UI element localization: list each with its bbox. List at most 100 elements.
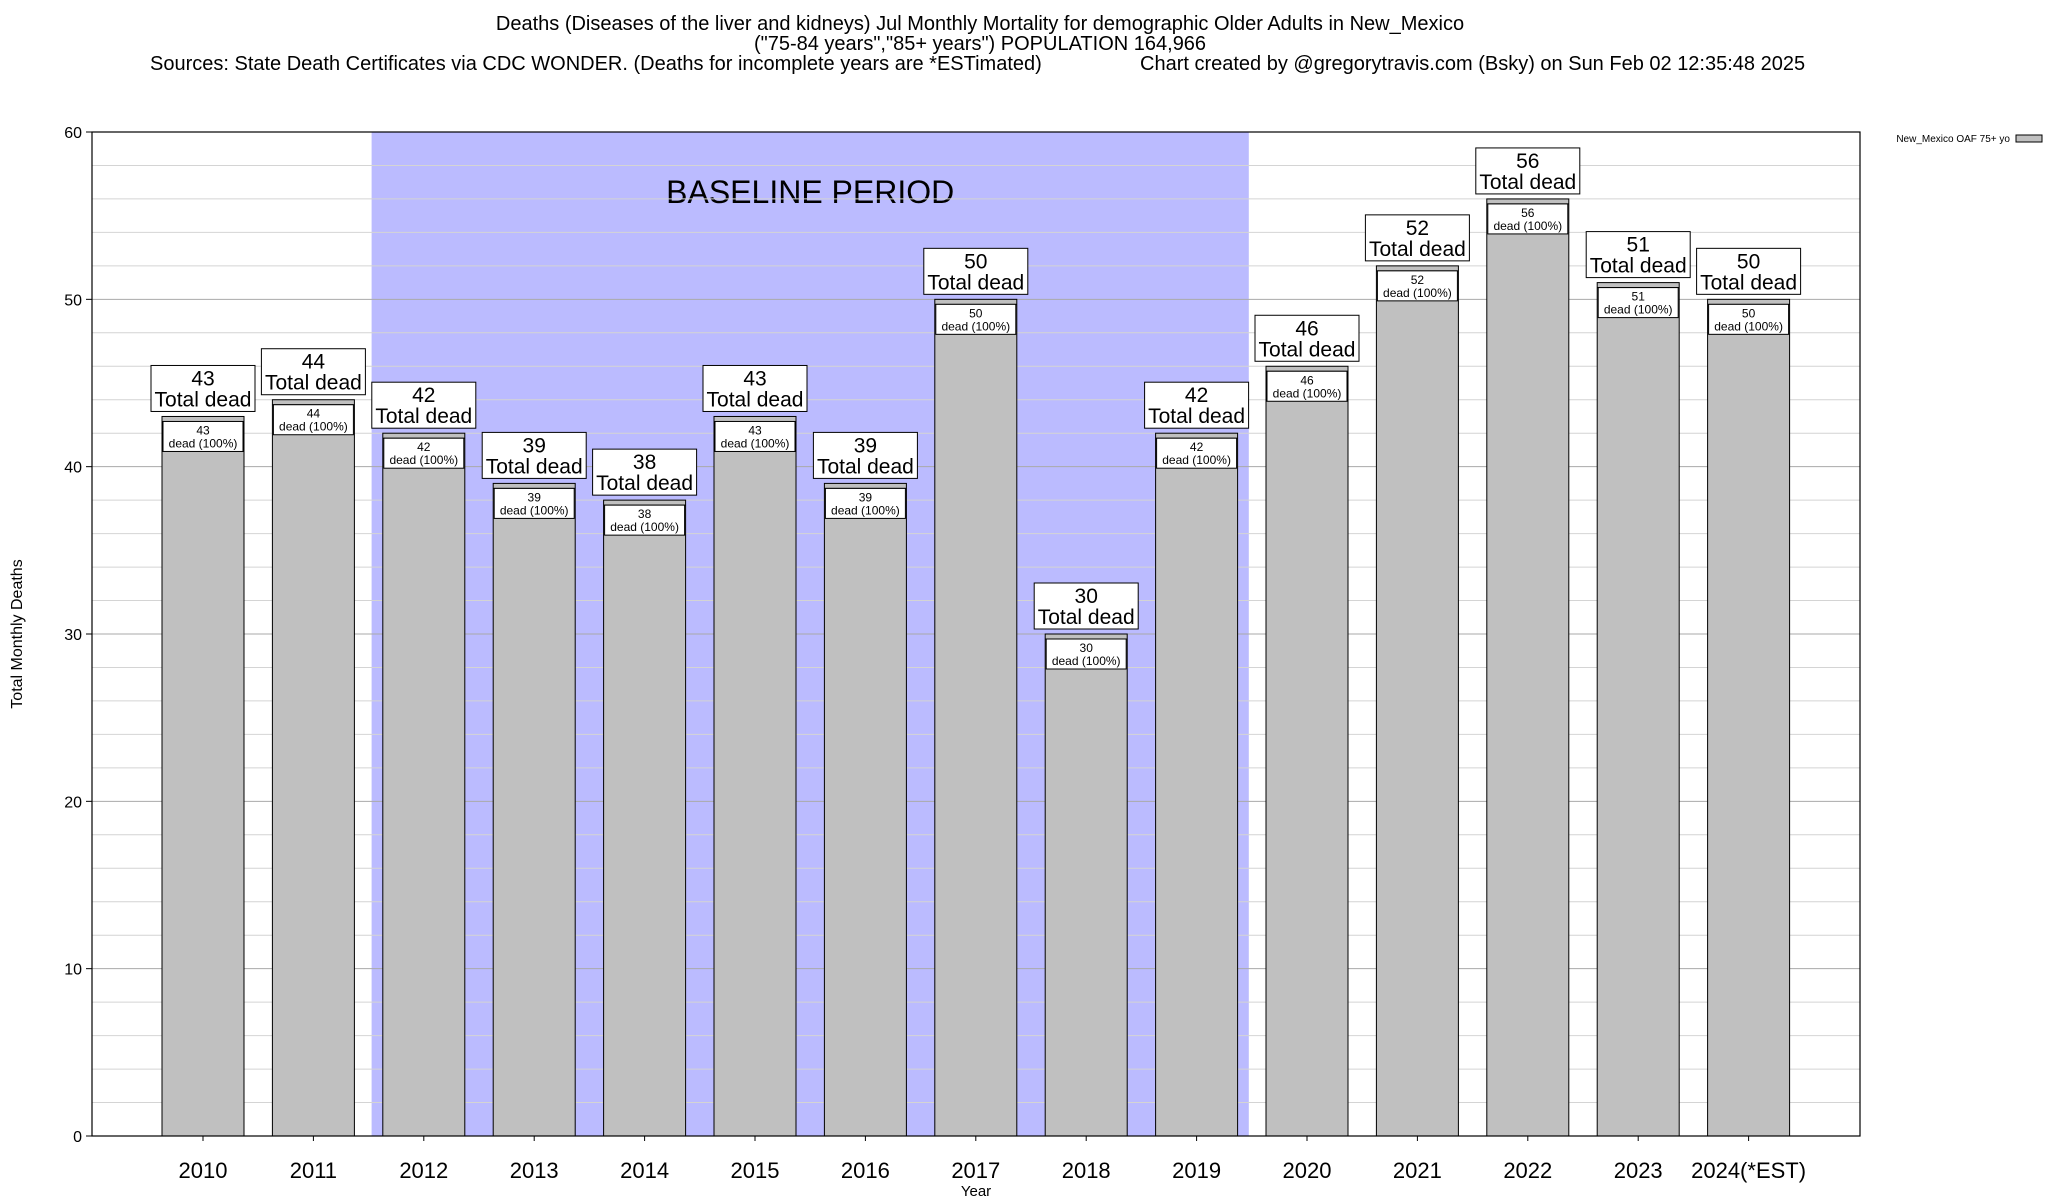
y-tick-label: 0 [73,1129,82,1146]
chart-title: Deaths (Diseases of the liver and kidney… [495,13,1465,35]
chart-subtitle: ("75-84 years","85+ years") POPULATION 1… [753,33,1207,55]
chart-credit: Chart created by @gregorytravis.com (Bsk… [1140,53,1806,75]
bar-inner-suffix: dead (100%) [1383,286,1452,300]
bar-inner-suffix: dead (100%) [1162,453,1231,467]
bar-inner-value: 52 [1411,273,1425,287]
bar-total-suffix: Total dead [1038,606,1135,629]
bar-inner-suffix: dead (100%) [169,436,238,450]
x-tick-label: 2018 [1062,1158,1111,1183]
bar-total-suffix: Total dead [155,388,252,411]
bar-inner-value: 42 [417,440,431,454]
bar-inner-label-box [1045,638,1127,670]
bar-inner-suffix: dead (100%) [1714,319,1783,333]
bar-inner-label-box [1156,437,1238,469]
bar-total-suffix: Total dead [1148,405,1245,428]
bar-total-label-box [371,381,477,429]
bar-total-suffix: Total dead [265,372,362,395]
x-tick-label: 2023 [1614,1158,1663,1183]
bar-inner-suffix: dead (100%) [279,420,348,434]
bar [603,499,687,1137]
bar [823,482,907,1137]
bar-inner-suffix: dead (100%) [1604,303,1673,317]
bar-value-label: 50 [964,250,987,273]
x-tick-label: 2016 [841,1158,890,1183]
y-tick-label: 30 [64,627,82,644]
bar-inner-suffix: dead (100%) [721,436,790,450]
bar-total-label-box [1475,147,1581,195]
x-tick-label: 2017 [951,1158,1000,1183]
x-tick-label: 2019 [1172,1158,1221,1183]
bar-inner-label-box [714,420,796,452]
bar-inner-value: 50 [1742,306,1756,320]
bar [271,399,355,1137]
legend-swatch [2015,134,2043,143]
bar [1596,282,1680,1137]
bar-value-label: 42 [1185,384,1208,407]
bar [382,432,466,1137]
x-tick-label: 2011 [290,1158,337,1183]
bar-value-label: 52 [1406,217,1429,240]
bar-value-label: 39 [854,434,877,457]
x-tick-label: 2020 [1283,1158,1332,1183]
bar-total-label-box [1696,247,1802,295]
y-tick-label: 40 [64,460,82,477]
bar-total-label-box [702,364,808,412]
bar-total-label-box [592,448,698,496]
bar-inner-suffix: dead (100%) [500,503,569,517]
y-axis-label: Total Monthly Deaths [9,559,26,708]
bar [1707,298,1791,1137]
chart-sources: Sources: State Death Certificates via CD… [150,53,1042,75]
y-tick-label: 20 [64,794,82,811]
bar-inner-value: 43 [748,423,762,437]
bar-total-label-box [150,364,256,412]
bar-inner-value: 42 [1190,440,1204,454]
bar-inner-label-box [162,420,244,452]
x-tick-label: 2013 [510,1158,559,1183]
baseline-period-label: BASELINE PERIOD [666,174,954,210]
bar-total-label-box [1033,582,1139,630]
bar-value-label: 39 [523,434,546,457]
bar-total-suffix: Total dead [596,472,693,495]
bar-value-label: 51 [1627,234,1650,257]
x-tick-label: 2022 [1503,1158,1552,1183]
bar-total-suffix: Total dead [375,405,472,428]
bar-total-suffix: Total dead [486,455,583,478]
bar [492,482,576,1137]
bar-inner-suffix: dead (100%) [1052,654,1121,668]
bar-value-label: 43 [191,367,214,390]
bar-inner-value: 51 [1632,290,1646,304]
bar-inner-suffix: dead (100%) [1273,386,1342,400]
bar-value-label: 50 [1737,250,1760,273]
bar-total-label-box [1254,314,1360,362]
bar-total-suffix: Total dead [817,455,914,478]
bar-inner-label-box [493,487,575,519]
bar-value-label: 38 [633,451,656,474]
bar-value-label: 30 [1075,585,1098,608]
x-tick-label: 2015 [731,1158,780,1183]
bar-inner-suffix: dead (100%) [831,503,900,517]
bar-inner-label-box [935,303,1017,335]
bar-value-label: 42 [412,384,435,407]
bar [1265,365,1349,1137]
bar [934,298,1018,1137]
bar-inner-label-box [824,487,906,519]
x-axis-label: Year [961,1183,991,1200]
bar-inner-suffix: dead (100%) [1493,219,1562,233]
bar-inner-label-box [1266,370,1348,402]
x-tick-label: 2012 [399,1158,448,1183]
bar-total-label-box [1364,214,1470,262]
bar-value-label: 43 [743,367,766,390]
bar-inner-suffix: dead (100%) [610,520,679,534]
bar-inner-label-box [383,437,465,469]
y-tick-label: 10 [64,962,82,979]
x-tick-label: 2021 [1393,1158,1442,1183]
bar-inner-value: 56 [1521,206,1535,220]
bar [161,415,245,1137]
bar-inner-value: 50 [969,306,983,320]
bar-total-label-box [923,247,1029,295]
bar-value-label: 56 [1516,150,1539,173]
bar-inner-label-box [604,504,686,536]
bar [1044,633,1128,1137]
bar-total-suffix: Total dead [707,388,804,411]
